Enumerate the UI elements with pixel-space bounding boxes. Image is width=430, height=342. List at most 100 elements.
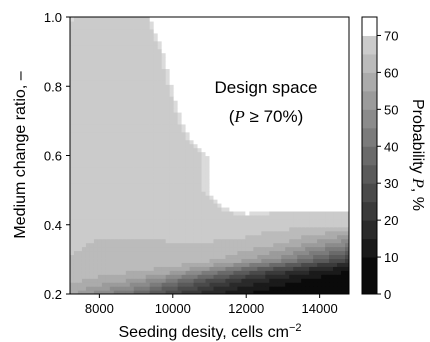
heatmap-cell [165, 183, 171, 188]
heatmap-cell [165, 242, 171, 248]
heatmap-cell [173, 270, 179, 275]
heatmap-cell [165, 258, 171, 263]
heatmap-cell [337, 183, 342, 188]
heatmap-cell [157, 84, 163, 89]
heatmap-cell [321, 52, 326, 58]
heatmap-cell [193, 246, 199, 252]
heatmap-cell [297, 40, 302, 46]
heatmap-cell [237, 68, 242, 73]
heatmap-cell [321, 36, 326, 42]
heatmap-cell [133, 96, 139, 101]
heatmap-cell [309, 274, 314, 279]
heatmap-cell [77, 100, 83, 105]
heatmap-cell [70, 96, 75, 101]
heatmap-cell [173, 183, 179, 188]
heatmap-cell [333, 214, 338, 220]
heatmap-cell [133, 111, 139, 117]
heatmap-cell [165, 135, 171, 141]
heatmap-cell [261, 270, 266, 275]
heatmap-cell [189, 60, 195, 66]
heatmap-cell [189, 238, 195, 244]
heatmap-cell [241, 246, 246, 252]
heatmap-cell [281, 262, 286, 267]
heatmap-cell [117, 64, 123, 70]
heatmap-cell [329, 72, 334, 77]
heatmap-cell [169, 274, 175, 279]
heatmap-cell [81, 202, 87, 208]
heatmap-cell [153, 290, 159, 294]
heatmap-cell [117, 270, 123, 275]
heatmap-cell [133, 104, 139, 109]
heatmap-cell [129, 246, 135, 252]
heatmap-cell [245, 270, 250, 275]
heatmap-cell [101, 48, 107, 54]
heatmap-cell [241, 238, 246, 244]
heatmap-cell [337, 290, 342, 294]
heatmap-cell [209, 246, 215, 252]
heatmap-cell [121, 100, 127, 105]
heatmap-cell [145, 258, 151, 263]
heatmap-cell [169, 278, 175, 283]
heatmap-cell [289, 214, 294, 220]
colorbar-band [362, 35, 377, 55]
heatmap-cell [197, 80, 203, 85]
heatmap-cell [261, 76, 266, 81]
heatmap-cell [153, 147, 159, 153]
heatmap-cell [105, 202, 111, 208]
heatmap-cell [225, 52, 231, 58]
heatmap-cell [217, 28, 223, 34]
heatmap-cell [325, 250, 330, 256]
heatmap-cell [309, 17, 314, 22]
heatmap-cell [297, 60, 302, 66]
heatmap-cell [253, 139, 258, 145]
x-axis-ticks: 8000 10000 12000 14000 [85, 294, 338, 316]
heatmap-cell [261, 206, 266, 212]
heatmap-cell [281, 278, 286, 283]
heatmap-cell [113, 17, 119, 22]
heatmap-cell [73, 242, 79, 248]
heatmap-cell [129, 163, 135, 168]
heatmap-cell [245, 88, 250, 93]
heatmap-cell [97, 76, 103, 81]
heatmap-cell [97, 60, 103, 66]
heatmap-cell [73, 127, 79, 133]
heatmap-cell [197, 167, 203, 172]
heatmap-cell [85, 36, 91, 42]
heatmap-cell [121, 131, 127, 137]
heatmap-cell [285, 155, 290, 161]
heatmap-cell [325, 17, 330, 22]
heatmap-cell [149, 20, 155, 26]
heatmap-cell [153, 76, 159, 81]
heatmap-cell [117, 254, 123, 259]
heatmap-cell [229, 40, 235, 46]
heatmap-cell [277, 115, 282, 121]
heatmap-cell [245, 24, 250, 30]
heatmap-cell [257, 159, 262, 165]
heatmap-cell [133, 222, 139, 228]
heatmap-cell [189, 218, 195, 224]
heatmap-cell [301, 119, 306, 125]
heatmap-cell [165, 274, 171, 279]
heatmap-cell [313, 258, 318, 263]
heatmap-cell [105, 226, 111, 232]
heatmap-cell [125, 139, 131, 145]
heatmap-cell [213, 187, 219, 192]
heatmap-cell [201, 274, 207, 279]
heatmap-cell [313, 92, 318, 97]
heatmap-cell [317, 191, 322, 196]
heatmap-cell [161, 171, 167, 176]
heatmap-cell [177, 100, 183, 105]
heatmap-cell [305, 179, 310, 184]
heatmap-cell [89, 286, 95, 291]
heatmap-cell [297, 151, 302, 157]
heatmap-cell [125, 234, 131, 240]
heatmap-cell [273, 171, 278, 176]
heatmap-cell [141, 183, 147, 188]
heatmap-cell [137, 254, 143, 259]
heatmap-cell [269, 159, 274, 165]
heatmap-cell [329, 218, 334, 224]
heatmap-cell [301, 278, 306, 283]
heatmap-cell [329, 195, 334, 200]
heatmap-cell [293, 32, 298, 38]
heatmap-cell [301, 115, 306, 121]
